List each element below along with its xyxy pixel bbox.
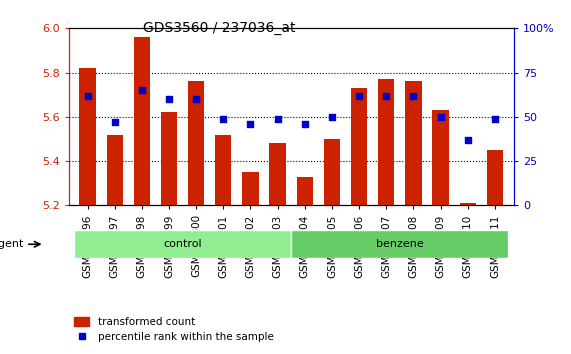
Point: [110, 119, 119, 125]
Bar: [188, 81, 204, 205]
Bar: [324, 139, 340, 205]
Legend: transformed count, percentile rank within the sample: transformed count, percentile rank withi…: [74, 317, 274, 342]
Bar: [134, 37, 150, 205]
Bar: [460, 203, 476, 205]
Bar: [215, 135, 231, 205]
Point: [436, 114, 445, 120]
Bar: [270, 143, 286, 205]
Point: [219, 116, 228, 121]
Point: [192, 96, 201, 102]
Text: benzene: benzene: [376, 239, 424, 249]
Point: [409, 93, 418, 98]
Point: [273, 116, 282, 121]
Point: [83, 93, 92, 98]
Point: [300, 121, 309, 127]
Bar: [378, 79, 395, 205]
Bar: [79, 68, 96, 205]
Point: [246, 121, 255, 127]
Point: [490, 116, 500, 121]
Bar: [405, 81, 421, 205]
Bar: [242, 172, 259, 205]
Point: [137, 87, 146, 93]
Bar: [432, 110, 449, 205]
Text: GDS3560 / 237036_at: GDS3560 / 237036_at: [143, 21, 295, 35]
Point: [164, 96, 174, 102]
FancyBboxPatch shape: [74, 230, 291, 258]
Bar: [297, 177, 313, 205]
Bar: [351, 88, 367, 205]
Point: [355, 93, 364, 98]
Text: control: control: [163, 239, 202, 249]
Bar: [107, 135, 123, 205]
Point: [463, 137, 472, 143]
Bar: [486, 150, 503, 205]
Bar: [161, 113, 177, 205]
Point: [381, 93, 391, 98]
Text: agent: agent: [0, 239, 24, 249]
Point: [327, 114, 336, 120]
FancyBboxPatch shape: [291, 230, 508, 258]
